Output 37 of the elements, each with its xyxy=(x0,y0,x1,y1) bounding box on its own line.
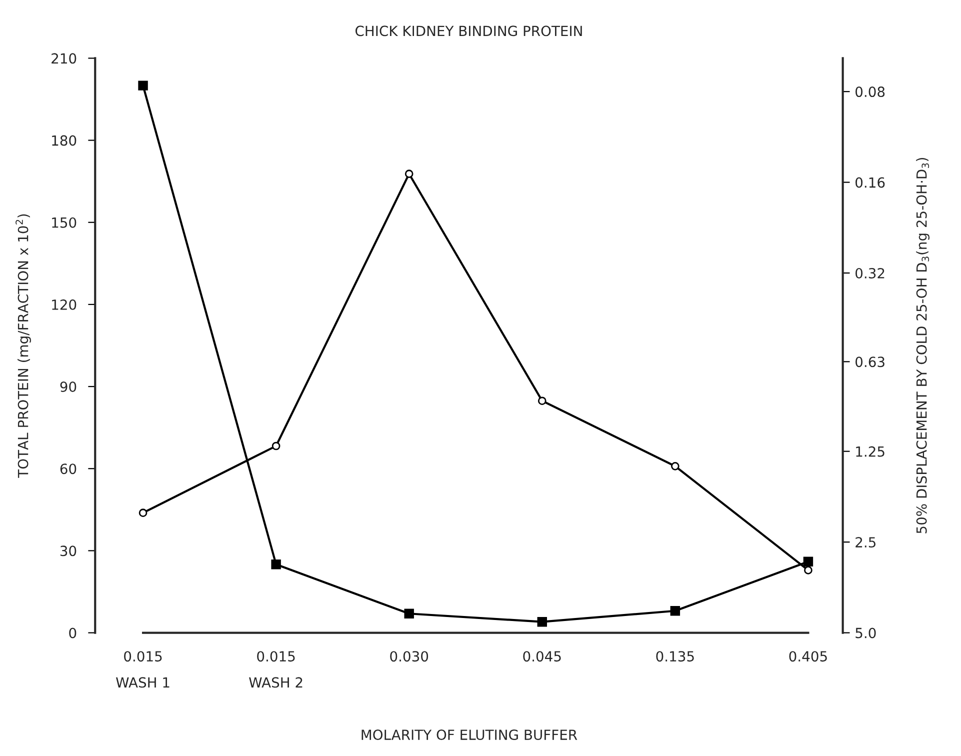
point xyxy=(138,508,148,518)
x-tick-label: 0.135 xyxy=(656,651,694,662)
x-tick-label: 0.015 WASH 1 xyxy=(116,651,170,688)
point xyxy=(404,608,414,618)
point xyxy=(138,80,148,90)
y-tick-label: 90 xyxy=(60,382,76,392)
x-tick-label: 0.045 xyxy=(523,651,561,662)
point xyxy=(272,442,280,450)
chart-title: CHICK KIDNEY BINDING PROTEIN xyxy=(355,26,582,36)
x-axis-title: MOLARITY OF ELUTING BUFFER xyxy=(362,730,578,740)
y-tick-label: 60 xyxy=(60,464,76,474)
point xyxy=(271,560,281,570)
y2-axis-title: 50% DISPLACEMENT BY COLD 25-OH D$_{3}$(ng 25-OH·D$_{3}$) xyxy=(916,158,930,534)
y2-tick-label: 0.08 xyxy=(856,86,885,98)
y-tick-label: 150 xyxy=(52,217,76,228)
y2-tick-label: 0.16 xyxy=(856,177,885,188)
y-tick-label: 0 xyxy=(69,628,76,638)
y-tick-label: 120 xyxy=(52,299,76,310)
point xyxy=(538,396,546,406)
point xyxy=(537,616,547,627)
point xyxy=(670,606,680,616)
y2-tick-label: 1.25 xyxy=(856,446,884,457)
y-tick-label: 210 xyxy=(52,53,76,64)
point xyxy=(803,556,814,566)
point xyxy=(404,170,414,178)
point xyxy=(671,462,680,470)
x-tick-label: 0.030 xyxy=(390,651,428,662)
x-tick-label: 0.405 xyxy=(789,651,827,662)
y2-tick-label: 0.32 xyxy=(856,268,884,278)
y2-tick-label: 5.0 xyxy=(856,628,876,638)
y-tick-label: 30 xyxy=(60,546,76,556)
point xyxy=(804,566,812,574)
y2-tick-label: 2.5 xyxy=(856,537,876,548)
y-tick-label: 180 xyxy=(52,135,76,146)
y-axis-title: TOTAL PROTEIN (mg/FRACTION x 10$^{2}$) xyxy=(16,214,31,478)
x-tick-label: 0.015 WASH 2 xyxy=(249,651,302,688)
y2-tick-label: 0.63 xyxy=(856,356,884,368)
